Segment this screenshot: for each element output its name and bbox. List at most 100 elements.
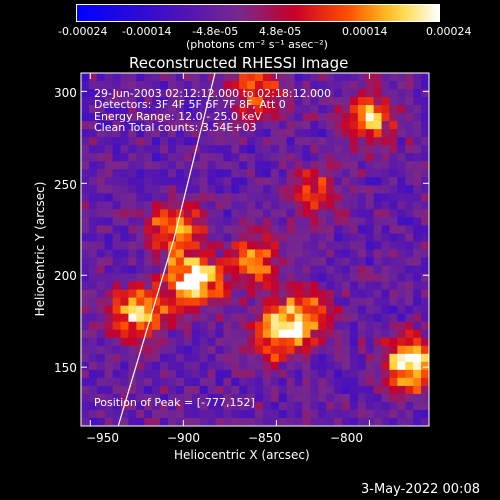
heatmap-cell xyxy=(152,145,161,154)
heatmap-cell xyxy=(239,273,248,283)
heatmap-cell xyxy=(144,201,153,210)
heatmap-cell xyxy=(286,249,296,259)
heatmap-cell xyxy=(255,201,264,210)
heatmap-cell xyxy=(349,417,359,426)
heatmap-cell xyxy=(357,177,367,186)
heatmap-cell xyxy=(144,225,153,235)
heatmap-cell xyxy=(318,201,327,210)
heatmap-cell xyxy=(168,321,177,331)
heatmap-cell xyxy=(294,233,304,243)
heatmap-cell xyxy=(199,137,209,146)
heatmap-cell xyxy=(349,97,359,106)
heatmap-cell xyxy=(255,313,264,323)
heatmap-cell xyxy=(120,249,130,259)
heatmap-cell xyxy=(199,153,209,162)
heatmap-cell xyxy=(389,337,398,347)
heatmap-cell xyxy=(231,185,240,194)
heatmap-cell xyxy=(349,361,359,371)
heatmap-cell xyxy=(96,233,106,243)
heatmap-cell xyxy=(262,297,272,307)
heatmap-cell xyxy=(278,329,288,339)
heatmap-cell xyxy=(389,353,398,363)
heatmap-cell xyxy=(160,369,169,379)
heatmap-cell xyxy=(357,337,367,347)
heatmap-cell xyxy=(357,297,367,307)
heatmap-cell xyxy=(96,81,106,90)
heatmap-cell xyxy=(334,313,343,323)
heatmap-cell xyxy=(421,345,429,355)
heatmap-cell xyxy=(183,281,193,291)
heatmap-cell xyxy=(270,169,280,178)
heatmap-cell xyxy=(120,321,130,331)
heatmap-cell xyxy=(270,129,280,138)
heatmap-cell xyxy=(405,361,414,371)
heatmap-cell xyxy=(136,241,145,251)
heatmap-cell xyxy=(223,193,232,202)
heatmap-cell xyxy=(183,145,193,154)
heatmap-cell xyxy=(144,393,153,403)
heatmap-cell xyxy=(215,161,224,170)
heatmap-cell xyxy=(286,369,296,379)
heatmap-cell xyxy=(207,233,217,243)
heatmap-cell xyxy=(231,305,240,315)
heatmap-cell xyxy=(389,129,398,138)
heatmap-cell xyxy=(183,233,193,243)
heatmap-cell xyxy=(207,177,217,186)
heatmap-cell xyxy=(413,217,422,227)
heatmap-cell xyxy=(357,145,367,154)
heatmap-cell xyxy=(310,321,319,331)
heatmap-cell xyxy=(239,137,248,146)
heatmap-cell xyxy=(405,209,414,219)
heatmap-cell xyxy=(421,409,429,419)
heatmap-cell xyxy=(302,153,311,162)
heatmap-cell xyxy=(215,265,224,275)
heatmap-cell xyxy=(144,345,153,355)
heatmap-cell xyxy=(381,361,391,371)
heatmap-cell xyxy=(421,289,429,299)
heatmap-cell xyxy=(191,225,201,235)
heatmap-cell xyxy=(326,241,335,251)
heatmap-cell xyxy=(128,361,137,371)
heatmap-cell xyxy=(199,401,209,411)
heatmap-cell xyxy=(104,145,114,154)
heatmap-cell xyxy=(357,185,367,194)
heatmap-cell xyxy=(381,305,391,315)
heatmap-cell xyxy=(183,105,193,114)
heatmap-cell xyxy=(120,409,130,419)
heatmap-cell xyxy=(112,169,122,178)
heatmap-cell xyxy=(397,225,406,235)
heatmap-cell xyxy=(278,369,288,379)
heatmap-cell xyxy=(357,401,367,411)
heatmap-cell xyxy=(270,321,280,331)
heatmap-cell xyxy=(223,417,232,426)
heatmap-cell xyxy=(207,113,217,122)
heatmap-cell xyxy=(278,409,288,419)
heatmap-cell xyxy=(168,225,177,235)
heatmap-cell xyxy=(231,249,240,259)
heatmap-cell xyxy=(215,377,224,387)
heatmap-cell xyxy=(334,241,343,251)
heatmap-cell xyxy=(239,225,248,235)
heatmap-cell xyxy=(231,193,240,202)
heatmap-cell xyxy=(191,177,201,186)
heatmap-cell xyxy=(318,289,327,299)
heatmap-cell xyxy=(128,353,137,363)
heatmap-cell xyxy=(381,273,391,283)
heatmap-cell xyxy=(215,337,224,347)
heatmap-cell xyxy=(104,337,114,347)
heatmap-cell xyxy=(334,393,343,403)
heatmap-cell xyxy=(302,297,311,307)
heatmap-cell xyxy=(270,209,280,219)
heatmap-cell xyxy=(144,385,153,395)
heatmap-cell xyxy=(342,193,351,202)
heatmap-cell xyxy=(294,385,304,395)
heatmap-cell xyxy=(160,161,169,170)
heatmap-cell xyxy=(349,153,359,162)
heatmap-cell xyxy=(373,401,383,411)
footer-date: 3-May-2022 00:08 xyxy=(361,482,480,497)
heatmap-cell xyxy=(152,353,161,363)
heatmap-cell xyxy=(397,137,406,146)
heatmap-cell xyxy=(389,393,398,403)
heatmap-cell xyxy=(239,265,248,275)
heatmap-cell xyxy=(128,377,137,387)
